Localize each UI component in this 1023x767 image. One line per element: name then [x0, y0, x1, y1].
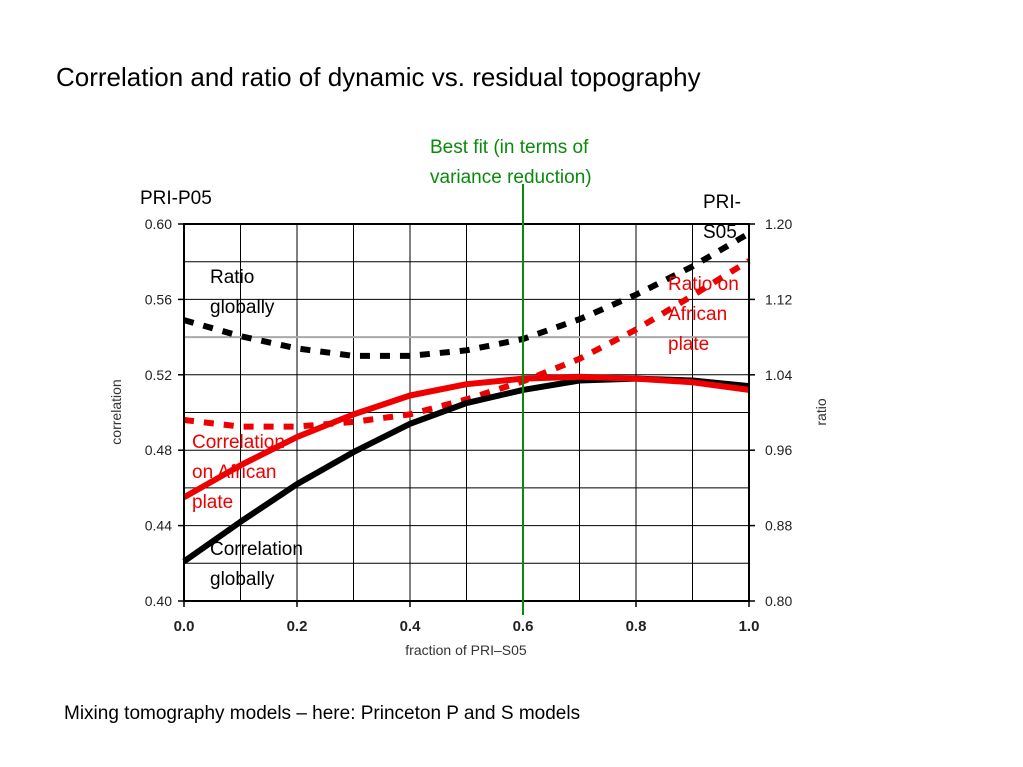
- right-model-line2: S05: [703, 222, 737, 243]
- y-right-tick-label: 0.80: [765, 593, 792, 609]
- ratio-africa-line1: Ratio on: [668, 274, 739, 295]
- left-model-text: PRI-P05: [140, 188, 212, 209]
- series-layer: [182, 230, 751, 564]
- correlation-global-label: Correlation globally: [210, 535, 303, 595]
- right-model-label: PRI- S05: [703, 188, 741, 248]
- correlation-global-line2: globally: [210, 569, 275, 590]
- tick-labels: 0.0 0.2 0.4 0.6 0.8 1.0 0.40 0.44 0.48 0.52 0.56 0.…: [145, 216, 793, 635]
- x-tick-label: 0.2: [287, 618, 308, 635]
- ratio-africa-label: Ratio on African plate: [668, 270, 739, 360]
- series-global-ratio-line: [183, 230, 751, 359]
- correlation-africa-line3: plate: [192, 492, 234, 513]
- x-tick-label: 1.0: [739, 618, 760, 635]
- correlation-africa-label: Correlation on African plate: [192, 428, 285, 518]
- ratio-africa-line2: African: [668, 304, 728, 325]
- x-axis-label: fraction of PRI–S05: [405, 642, 527, 658]
- y-left-tick-label: 0.60: [145, 216, 172, 232]
- right-model-line1: PRI-: [703, 192, 741, 213]
- y-left-tick-label: 0.48: [145, 442, 172, 458]
- y-left-tick-label: 0.56: [145, 291, 172, 307]
- y-right-tick-label: 1.04: [765, 367, 792, 383]
- correlation-africa-line1: Correlation: [192, 432, 285, 453]
- plot-border: [183, 223, 750, 602]
- y-right-tick-label: 0.96: [765, 442, 792, 458]
- ratio-global-label: Ratio globally: [210, 263, 274, 323]
- x-tick-label: 0.8: [626, 618, 647, 635]
- series-african-correlation-line: [182, 373, 750, 500]
- best-fit-line2: variance reduction): [430, 167, 592, 188]
- correlation-africa-line2: on African: [192, 462, 277, 483]
- series-african-ratio-line: [183, 258, 751, 430]
- y-right-tick-label: 0.88: [765, 518, 792, 534]
- x-tick-label: 0.4: [400, 618, 422, 635]
- slide-caption: Mixing tomography models – here: Princet…: [64, 703, 581, 724]
- y-left-tick-label: 0.52: [145, 367, 172, 383]
- y-axis-label-left: correlation: [108, 379, 124, 444]
- y-axis-label-right: ratio: [813, 398, 829, 425]
- best-fit-label: Best fit (in terms of variance reduction…: [430, 133, 592, 193]
- left-model-label: PRI-P05: [140, 184, 212, 214]
- y-right-tick-label: 1.20: [765, 216, 792, 232]
- ratio-africa-line3: plate: [668, 334, 710, 355]
- x-tick-label: 0.0: [174, 618, 195, 635]
- x-tick-label: 0.6: [513, 618, 534, 635]
- y-left-tick-label: 0.40: [145, 593, 172, 609]
- y-left-tick-label: 0.44: [145, 518, 172, 534]
- grid: [184, 224, 749, 601]
- slide-title: Correlation and ratio of dynamic vs. res…: [56, 62, 701, 92]
- best-fit-line1: Best fit (in terms of: [430, 137, 589, 158]
- ratio-global-line1: Ratio: [210, 267, 255, 288]
- correlation-global-line1: Correlation: [210, 539, 303, 560]
- plot-frame: [178, 223, 755, 607]
- ratio-global-line2: globally: [210, 297, 275, 318]
- y-right-tick-label: 1.12: [765, 291, 792, 307]
